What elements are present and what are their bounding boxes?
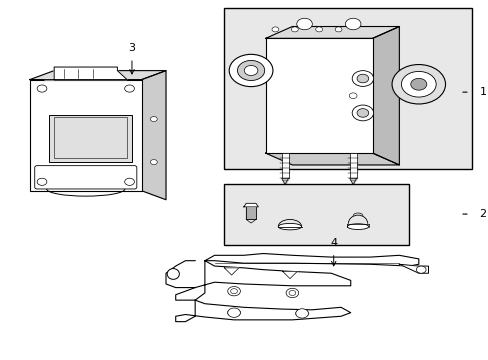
Circle shape [124, 178, 134, 185]
Circle shape [356, 74, 368, 83]
Circle shape [37, 178, 47, 185]
Polygon shape [265, 153, 399, 165]
Circle shape [348, 93, 356, 99]
Circle shape [415, 266, 425, 273]
Bar [224, 184, 408, 244]
Bar [281, 153, 288, 178]
Circle shape [37, 85, 47, 92]
Polygon shape [224, 268, 239, 275]
Circle shape [315, 27, 322, 32]
Text: 1: 1 [479, 87, 486, 97]
Polygon shape [30, 71, 165, 80]
Circle shape [401, 71, 435, 97]
Polygon shape [44, 67, 127, 80]
Ellipse shape [167, 269, 179, 279]
Circle shape [288, 291, 295, 296]
Circle shape [227, 287, 240, 296]
Circle shape [230, 289, 237, 294]
Bar [349, 153, 356, 178]
Circle shape [334, 27, 341, 32]
Bar [399, 73, 418, 96]
Circle shape [150, 159, 157, 165]
Polygon shape [282, 271, 297, 279]
Polygon shape [142, 71, 165, 200]
Ellipse shape [227, 309, 241, 316]
Circle shape [285, 288, 298, 298]
Circle shape [124, 85, 134, 92]
FancyBboxPatch shape [35, 166, 137, 189]
Circle shape [391, 64, 445, 104]
Circle shape [345, 18, 360, 30]
Circle shape [351, 105, 373, 121]
Ellipse shape [295, 310, 308, 317]
Polygon shape [204, 253, 418, 266]
Circle shape [351, 71, 373, 86]
Circle shape [296, 18, 312, 30]
Polygon shape [265, 27, 399, 39]
Polygon shape [175, 300, 350, 321]
Circle shape [356, 109, 368, 117]
Polygon shape [244, 203, 258, 207]
Bar [54, 117, 127, 158]
Circle shape [410, 78, 426, 90]
Ellipse shape [278, 224, 301, 230]
Polygon shape [372, 27, 399, 165]
Ellipse shape [346, 224, 368, 229]
Circle shape [271, 27, 278, 32]
Polygon shape [175, 261, 350, 300]
Bar [30, 80, 142, 191]
Circle shape [237, 60, 264, 81]
Circle shape [291, 27, 298, 32]
Circle shape [295, 309, 308, 318]
Text: 2: 2 [479, 209, 486, 219]
Polygon shape [399, 264, 427, 273]
Circle shape [244, 66, 257, 76]
Bar [224, 8, 471, 169]
Bar [265, 39, 372, 153]
Circle shape [150, 117, 157, 122]
Bar [49, 115, 132, 162]
Circle shape [229, 54, 272, 87]
Circle shape [227, 308, 240, 318]
Text: 3: 3 [128, 43, 135, 53]
Text: 4: 4 [329, 238, 337, 248]
